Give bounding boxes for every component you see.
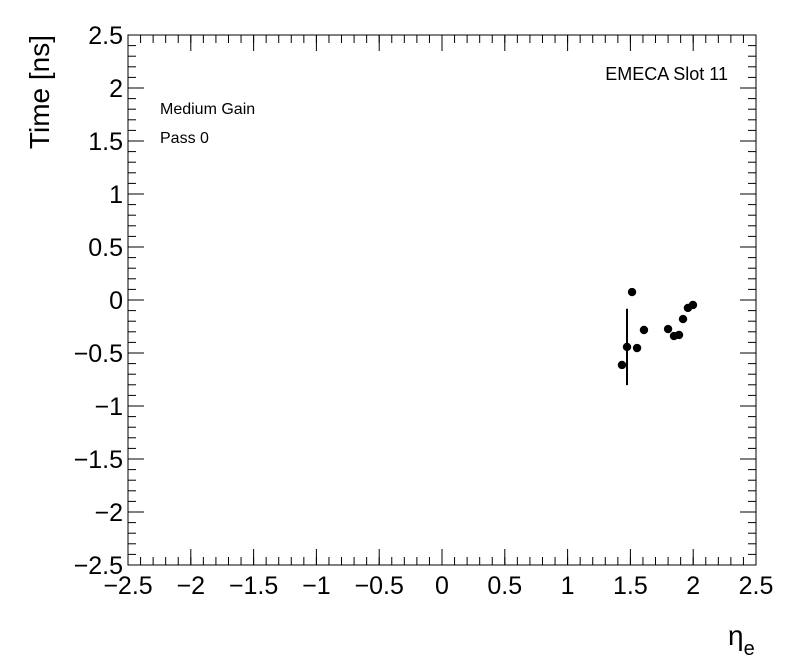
y-tick-label: −2 xyxy=(94,499,123,527)
point xyxy=(674,330,684,340)
y-tick-label: −2.5 xyxy=(74,552,123,580)
y-tick-label: 2 xyxy=(109,75,123,103)
x-axis-label: ηe xyxy=(728,620,755,660)
x-tick-label: 2 xyxy=(686,572,700,600)
annotation: Medium Gain xyxy=(160,101,255,118)
annotation: Pass 0 xyxy=(160,130,209,147)
x-tick-label: 2.5 xyxy=(739,572,774,600)
x-axis-label-sub: e xyxy=(744,638,755,660)
x-tick-label: 1 xyxy=(561,572,575,600)
x-tick-label: −2 xyxy=(177,572,206,600)
y-tick-label: 0 xyxy=(109,287,123,315)
annotation: EMECA Slot 11 xyxy=(605,64,728,84)
point xyxy=(639,325,649,335)
x-tick-label: −0.5 xyxy=(355,572,404,600)
x-axis-label-main: η xyxy=(728,620,744,651)
x-tick-label: 1.5 xyxy=(613,572,648,600)
point xyxy=(632,343,642,353)
y-axis-label: Time [ns] xyxy=(24,35,55,149)
x-tick-label: −1 xyxy=(302,572,331,600)
point xyxy=(617,360,627,370)
y-tick-label: −1 xyxy=(94,393,123,421)
point xyxy=(627,287,637,297)
y-tick-label: −1.5 xyxy=(74,446,123,474)
y-tick-label: 1.5 xyxy=(88,128,123,156)
x-tick-label: 0.5 xyxy=(487,572,522,600)
x-tick-label: −2.5 xyxy=(103,572,152,600)
point xyxy=(688,300,698,310)
point xyxy=(663,324,673,334)
y-tick-label: −0.5 xyxy=(74,340,123,368)
point xyxy=(678,314,688,324)
x-tick-label: 0 xyxy=(435,572,449,600)
y-tick-label: 0.5 xyxy=(88,234,123,262)
x-tick-label: −1.5 xyxy=(229,572,278,600)
y-tick-label: 1 xyxy=(109,181,123,209)
point xyxy=(622,342,632,352)
y-tick-label: 2.5 xyxy=(88,22,123,50)
